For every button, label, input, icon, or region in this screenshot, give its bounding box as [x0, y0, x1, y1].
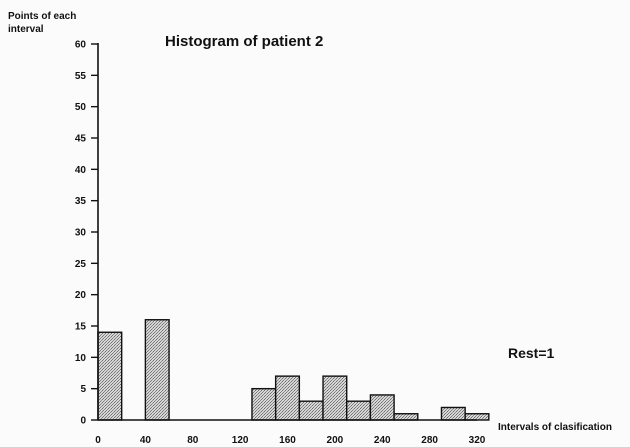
y-tick-label: 50: [75, 102, 87, 113]
y-axis-label-line-2: interval: [8, 24, 44, 35]
histogram-bar: [440, 406, 466, 421]
y-tick-label: 5: [80, 384, 86, 395]
y-axis-label-line-1: Points of each: [8, 11, 76, 22]
histogram-bar: [393, 413, 419, 421]
x-tick-label: 320: [469, 435, 486, 446]
x-tick-label: 240: [374, 435, 391, 446]
histogram-bar: [144, 319, 170, 421]
x-ticks-group: 0 40 80 120 160 200 240 280 320: [95, 435, 486, 446]
rest-annotation: Rest=1: [508, 345, 555, 361]
histogram-bar: [322, 375, 348, 421]
y-tick-label: 25: [75, 259, 87, 270]
y-tick-label: 0: [80, 416, 86, 427]
x-tick-label: 160: [279, 435, 296, 446]
y-tick-label: 20: [75, 290, 87, 301]
y-tick-label: 10: [75, 353, 87, 364]
y-tick-label: 30: [75, 228, 87, 239]
x-tick-label: 200: [327, 435, 344, 446]
y-tick-label: 45: [75, 134, 87, 145]
x-axis-label: Intervals of clasification: [498, 422, 612, 433]
histogram-bar: [346, 400, 372, 421]
histogram-bar: [251, 387, 277, 421]
y-tick-label: 55: [75, 71, 87, 82]
histogram-bar: [369, 394, 395, 421]
y-tick-label: 35: [75, 196, 87, 207]
histogram-bar: [97, 331, 123, 421]
x-tick-label: 280: [421, 435, 438, 446]
x-tick-label: 120: [232, 435, 249, 446]
histogram-bar: [464, 413, 490, 421]
histogram-bar: [298, 400, 324, 421]
y-tick-label: 60: [75, 40, 87, 51]
x-tick-label: 0: [95, 435, 101, 446]
x-tick-label: 80: [187, 435, 199, 446]
bars-group: [97, 319, 490, 421]
y-tick-label: 15: [75, 322, 87, 333]
y-ticks-group: 0 5 10 15 20 25 30 35 40 45 50 55 60: [75, 40, 98, 427]
x-tick-label: 40: [140, 435, 152, 446]
chart-title: Histogram of patient 2: [165, 33, 323, 50]
y-tick-label: 40: [75, 165, 87, 176]
histogram-bar: [274, 375, 301, 421]
